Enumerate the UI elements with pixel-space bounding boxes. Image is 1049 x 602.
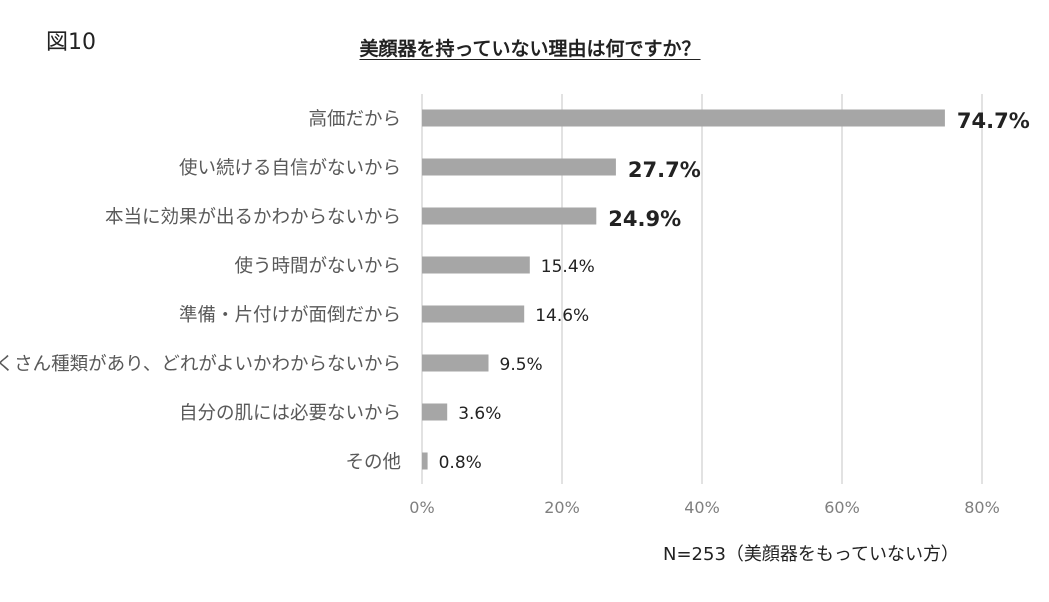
x-tick-label: 20%	[544, 498, 580, 517]
category-label: 高価だから	[308, 109, 401, 130]
data-label: 3.6%	[458, 404, 501, 424]
category-label: たくさん種類があり、どれがよいかわからないから	[0, 354, 401, 375]
bar	[422, 354, 489, 372]
bar	[422, 109, 945, 127]
x-tick-label: 40%	[684, 498, 720, 517]
bar	[422, 305, 525, 323]
category-label: 自分の肌には必要ないから	[179, 403, 401, 424]
bar	[422, 207, 597, 225]
data-label: 27.7%	[628, 158, 701, 182]
category-label: 使う時間がないから	[234, 256, 401, 277]
x-tick-label: 0%	[409, 498, 434, 517]
data-label: 24.9%	[608, 207, 681, 231]
data-label: 15.4%	[541, 257, 595, 277]
data-label: 0.8%	[439, 453, 482, 473]
category-label: その他	[345, 452, 401, 473]
category-label: 準備・片付けが面倒だから	[179, 305, 401, 326]
bars	[422, 109, 945, 470]
x-tick-label: 60%	[824, 498, 860, 517]
data-label: 14.6%	[535, 306, 589, 326]
category-label: 使い続ける自信がないから	[179, 158, 401, 179]
chart-title: 美顔器を持っていない理由は何ですか？	[359, 38, 701, 60]
x-axis-tick-labels: 0% 20% 40% 60% 80%	[409, 498, 999, 517]
data-labels: 74.7% 27.7% 24.9% 15.4% 14.6% 9.5% 3.6% 0.8%	[439, 109, 1030, 473]
x-tick-label: 80%	[964, 498, 1000, 517]
sample-size-note: N=253（美顔器をもっていない方）	[663, 544, 960, 565]
bar	[422, 452, 428, 470]
figure-label: 図10	[46, 30, 96, 55]
bar	[422, 158, 616, 176]
category-labels: 高価だから使い続ける自信がないから本当に効果が出るかわからないから使う時間がない…	[0, 109, 401, 473]
data-label: 9.5%	[500, 355, 543, 375]
bar	[422, 403, 448, 421]
data-label: 74.7%	[957, 109, 1030, 133]
gridlines	[421, 94, 983, 484]
bar	[422, 256, 530, 274]
category-label: 本当に効果が出るかわからないから	[105, 207, 401, 228]
